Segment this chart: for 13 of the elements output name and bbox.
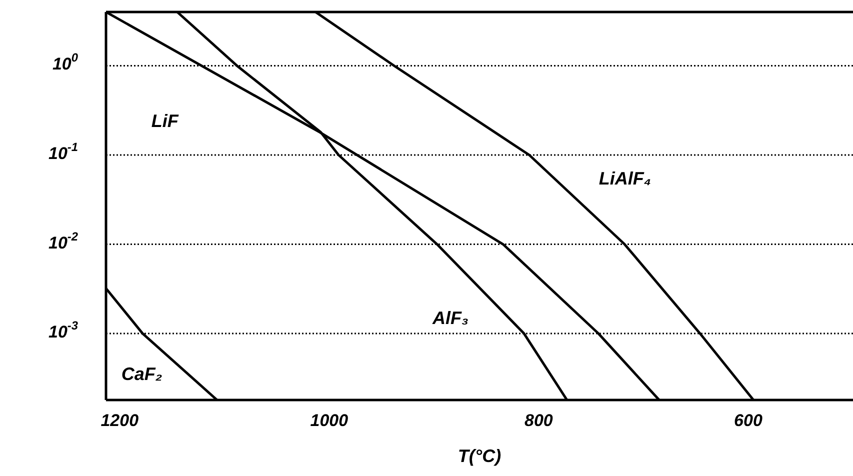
y-tick-label: 10$^{-2}$	[48, 229, 78, 253]
series-label: CaF₂	[121, 364, 162, 384]
series-label: LiAlF₄	[598, 168, 652, 188]
y-tick-label: 10$^{-1}$	[48, 140, 78, 164]
x-tick-label: 600	[734, 411, 763, 430]
text: LiF	[151, 110, 180, 131]
y-tick-label: 10$^{0}$	[52, 50, 78, 74]
x-tick-label: 1000	[310, 411, 349, 430]
x-tick-label: 800	[524, 411, 554, 430]
x-axis-title: T(°C)	[458, 446, 502, 466]
y-tick-label: 10$^{-3}$	[48, 318, 78, 342]
x-tick-label: 1200	[100, 411, 140, 430]
series-label: AlF₃	[432, 308, 469, 328]
